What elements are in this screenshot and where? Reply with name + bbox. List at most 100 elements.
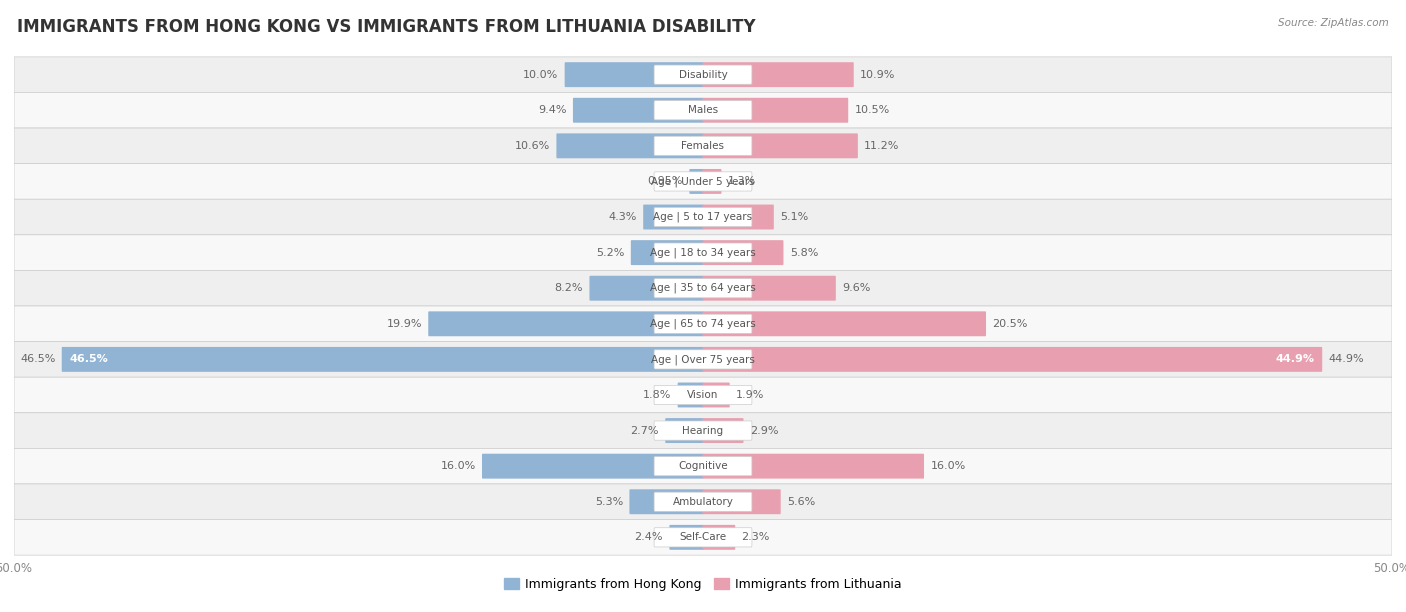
- FancyBboxPatch shape: [689, 169, 703, 194]
- Text: Females: Females: [682, 141, 724, 151]
- Text: 44.9%: 44.9%: [1275, 354, 1315, 364]
- Text: 20.5%: 20.5%: [993, 319, 1028, 329]
- FancyBboxPatch shape: [654, 136, 752, 155]
- FancyBboxPatch shape: [14, 57, 1392, 92]
- FancyBboxPatch shape: [654, 350, 752, 369]
- FancyBboxPatch shape: [631, 240, 703, 265]
- FancyBboxPatch shape: [565, 62, 703, 87]
- FancyBboxPatch shape: [654, 207, 752, 226]
- FancyBboxPatch shape: [14, 449, 1392, 484]
- FancyBboxPatch shape: [643, 204, 703, 230]
- FancyBboxPatch shape: [654, 65, 752, 84]
- Text: Self-Care: Self-Care: [679, 532, 727, 542]
- FancyBboxPatch shape: [654, 100, 752, 120]
- Text: Source: ZipAtlas.com: Source: ZipAtlas.com: [1278, 18, 1389, 28]
- Text: Ambulatory: Ambulatory: [672, 497, 734, 507]
- Text: 19.9%: 19.9%: [387, 319, 422, 329]
- FancyBboxPatch shape: [429, 312, 703, 336]
- FancyBboxPatch shape: [14, 163, 1392, 200]
- FancyBboxPatch shape: [678, 382, 703, 408]
- FancyBboxPatch shape: [62, 347, 703, 372]
- Text: 2.4%: 2.4%: [634, 532, 664, 542]
- FancyBboxPatch shape: [14, 341, 1392, 377]
- FancyBboxPatch shape: [703, 98, 848, 122]
- Text: 5.8%: 5.8%: [790, 248, 818, 258]
- FancyBboxPatch shape: [703, 382, 730, 408]
- FancyBboxPatch shape: [654, 386, 752, 405]
- FancyBboxPatch shape: [14, 520, 1392, 555]
- FancyBboxPatch shape: [665, 418, 703, 443]
- Text: 5.2%: 5.2%: [596, 248, 624, 258]
- FancyBboxPatch shape: [654, 492, 752, 512]
- FancyBboxPatch shape: [703, 62, 853, 87]
- Text: 1.9%: 1.9%: [737, 390, 765, 400]
- FancyBboxPatch shape: [703, 204, 773, 230]
- Text: Age | 35 to 64 years: Age | 35 to 64 years: [650, 283, 756, 294]
- FancyBboxPatch shape: [14, 484, 1392, 520]
- Text: 4.3%: 4.3%: [609, 212, 637, 222]
- Text: 0.95%: 0.95%: [648, 176, 683, 187]
- FancyBboxPatch shape: [14, 271, 1392, 306]
- FancyBboxPatch shape: [14, 92, 1392, 128]
- Text: 46.5%: 46.5%: [20, 354, 55, 364]
- FancyBboxPatch shape: [654, 528, 752, 547]
- FancyBboxPatch shape: [703, 312, 986, 336]
- FancyBboxPatch shape: [703, 347, 1322, 372]
- FancyBboxPatch shape: [14, 377, 1392, 412]
- FancyBboxPatch shape: [654, 314, 752, 334]
- FancyBboxPatch shape: [557, 133, 703, 159]
- FancyBboxPatch shape: [630, 490, 703, 514]
- Text: 2.3%: 2.3%: [741, 532, 770, 542]
- FancyBboxPatch shape: [703, 525, 735, 550]
- Text: Age | 18 to 34 years: Age | 18 to 34 years: [650, 247, 756, 258]
- Text: 2.7%: 2.7%: [630, 425, 659, 436]
- Text: 8.2%: 8.2%: [554, 283, 583, 293]
- FancyBboxPatch shape: [703, 240, 783, 265]
- Text: 5.6%: 5.6%: [787, 497, 815, 507]
- FancyBboxPatch shape: [654, 421, 752, 440]
- Text: Age | Under 5 years: Age | Under 5 years: [651, 176, 755, 187]
- FancyBboxPatch shape: [482, 453, 703, 479]
- Text: Disability: Disability: [679, 70, 727, 80]
- Text: 9.4%: 9.4%: [538, 105, 567, 115]
- FancyBboxPatch shape: [654, 278, 752, 298]
- Text: 1.3%: 1.3%: [728, 176, 756, 187]
- Text: 16.0%: 16.0%: [440, 461, 475, 471]
- Text: 2.9%: 2.9%: [749, 425, 779, 436]
- Text: Age | 65 to 74 years: Age | 65 to 74 years: [650, 318, 756, 329]
- Text: 5.1%: 5.1%: [780, 212, 808, 222]
- FancyBboxPatch shape: [654, 457, 752, 476]
- Text: 44.9%: 44.9%: [1329, 354, 1364, 364]
- Text: Vision: Vision: [688, 390, 718, 400]
- FancyBboxPatch shape: [703, 169, 721, 194]
- FancyBboxPatch shape: [703, 418, 744, 443]
- FancyBboxPatch shape: [654, 243, 752, 262]
- FancyBboxPatch shape: [654, 172, 752, 191]
- FancyBboxPatch shape: [14, 306, 1392, 341]
- FancyBboxPatch shape: [14, 235, 1392, 271]
- FancyBboxPatch shape: [14, 128, 1392, 163]
- FancyBboxPatch shape: [703, 133, 858, 159]
- FancyBboxPatch shape: [669, 525, 703, 550]
- Text: IMMIGRANTS FROM HONG KONG VS IMMIGRANTS FROM LITHUANIA DISABILITY: IMMIGRANTS FROM HONG KONG VS IMMIGRANTS …: [17, 18, 755, 36]
- Text: 5.3%: 5.3%: [595, 497, 623, 507]
- FancyBboxPatch shape: [14, 412, 1392, 449]
- Legend: Immigrants from Hong Kong, Immigrants from Lithuania: Immigrants from Hong Kong, Immigrants fr…: [499, 573, 907, 596]
- Text: 46.5%: 46.5%: [69, 354, 108, 364]
- Text: Hearing: Hearing: [682, 425, 724, 436]
- FancyBboxPatch shape: [572, 98, 703, 122]
- FancyBboxPatch shape: [703, 490, 780, 514]
- FancyBboxPatch shape: [14, 200, 1392, 235]
- Text: Cognitive: Cognitive: [678, 461, 728, 471]
- Text: Age | 5 to 17 years: Age | 5 to 17 years: [654, 212, 752, 222]
- Text: 11.2%: 11.2%: [865, 141, 900, 151]
- FancyBboxPatch shape: [589, 276, 703, 300]
- Text: 16.0%: 16.0%: [931, 461, 966, 471]
- Text: 10.5%: 10.5%: [855, 105, 890, 115]
- Text: 10.0%: 10.0%: [523, 70, 558, 80]
- FancyBboxPatch shape: [703, 453, 924, 479]
- Text: 1.8%: 1.8%: [643, 390, 671, 400]
- Text: 10.9%: 10.9%: [860, 70, 896, 80]
- Text: Males: Males: [688, 105, 718, 115]
- Text: 10.6%: 10.6%: [515, 141, 550, 151]
